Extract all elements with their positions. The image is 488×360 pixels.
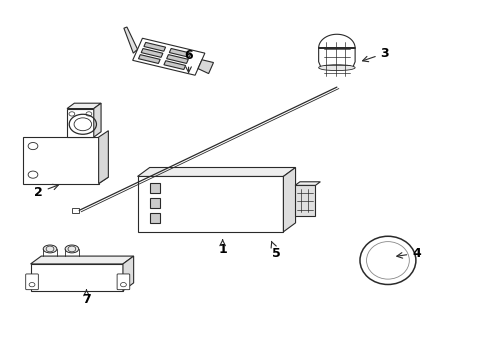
Polygon shape bbox=[141, 49, 163, 57]
Polygon shape bbox=[198, 60, 213, 73]
Polygon shape bbox=[169, 49, 191, 57]
Polygon shape bbox=[149, 213, 160, 223]
Polygon shape bbox=[137, 167, 295, 176]
Polygon shape bbox=[123, 27, 137, 53]
Polygon shape bbox=[143, 42, 165, 51]
FancyBboxPatch shape bbox=[117, 274, 129, 290]
Polygon shape bbox=[94, 103, 101, 137]
Polygon shape bbox=[23, 177, 108, 184]
Polygon shape bbox=[149, 198, 160, 208]
Polygon shape bbox=[132, 38, 204, 75]
Polygon shape bbox=[99, 131, 108, 184]
Text: 2: 2 bbox=[34, 184, 58, 199]
Ellipse shape bbox=[359, 236, 415, 284]
Polygon shape bbox=[67, 109, 94, 137]
Polygon shape bbox=[138, 55, 160, 63]
Polygon shape bbox=[30, 256, 133, 264]
Polygon shape bbox=[294, 185, 315, 216]
Text: 4: 4 bbox=[396, 247, 420, 260]
Polygon shape bbox=[149, 183, 160, 193]
Polygon shape bbox=[23, 137, 99, 184]
FancyBboxPatch shape bbox=[26, 274, 38, 290]
Polygon shape bbox=[166, 55, 188, 63]
Text: 6: 6 bbox=[184, 49, 192, 72]
Text: 3: 3 bbox=[362, 47, 388, 62]
Ellipse shape bbox=[65, 245, 79, 253]
Polygon shape bbox=[30, 264, 122, 291]
Text: 7: 7 bbox=[82, 290, 91, 306]
Polygon shape bbox=[122, 256, 133, 291]
Ellipse shape bbox=[366, 242, 408, 279]
Bar bbox=[72, 207, 79, 213]
Polygon shape bbox=[163, 61, 185, 69]
Polygon shape bbox=[137, 176, 283, 232]
Polygon shape bbox=[67, 103, 101, 109]
Polygon shape bbox=[283, 167, 295, 232]
Ellipse shape bbox=[43, 245, 57, 253]
Polygon shape bbox=[294, 182, 320, 185]
Polygon shape bbox=[318, 34, 354, 68]
Text: 5: 5 bbox=[270, 241, 280, 260]
Ellipse shape bbox=[318, 65, 354, 71]
Text: 1: 1 bbox=[218, 240, 226, 256]
